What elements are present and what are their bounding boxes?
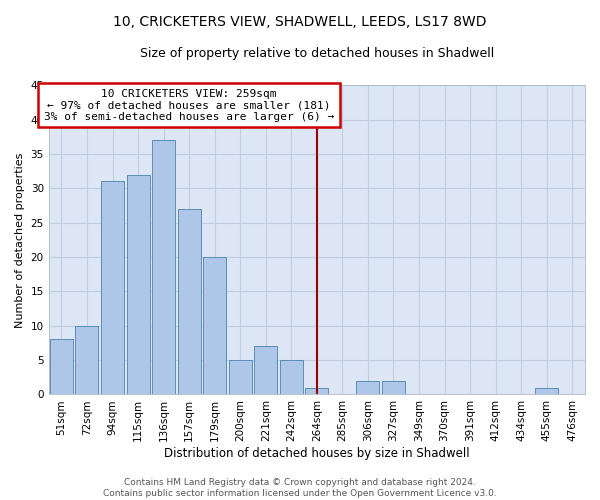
- Text: 10, CRICKETERS VIEW, SHADWELL, LEEDS, LS17 8WD: 10, CRICKETERS VIEW, SHADWELL, LEEDS, LS…: [113, 15, 487, 29]
- Bar: [254, 346, 277, 395]
- Bar: [152, 140, 175, 394]
- Bar: [280, 360, 303, 394]
- Bar: [305, 388, 328, 394]
- Bar: [101, 182, 124, 394]
- Text: Contains HM Land Registry data © Crown copyright and database right 2024.
Contai: Contains HM Land Registry data © Crown c…: [103, 478, 497, 498]
- Title: Size of property relative to detached houses in Shadwell: Size of property relative to detached ho…: [140, 48, 494, 60]
- Bar: [76, 326, 98, 394]
- Bar: [229, 360, 252, 394]
- Bar: [356, 380, 379, 394]
- Y-axis label: Number of detached properties: Number of detached properties: [15, 152, 25, 328]
- X-axis label: Distribution of detached houses by size in Shadwell: Distribution of detached houses by size …: [164, 447, 470, 460]
- Bar: [535, 388, 558, 394]
- Bar: [127, 174, 149, 394]
- Text: 10 CRICKETERS VIEW: 259sqm
← 97% of detached houses are smaller (181)
3% of semi: 10 CRICKETERS VIEW: 259sqm ← 97% of deta…: [44, 88, 334, 122]
- Bar: [50, 340, 73, 394]
- Bar: [203, 257, 226, 394]
- Bar: [382, 380, 405, 394]
- Bar: [178, 209, 200, 394]
